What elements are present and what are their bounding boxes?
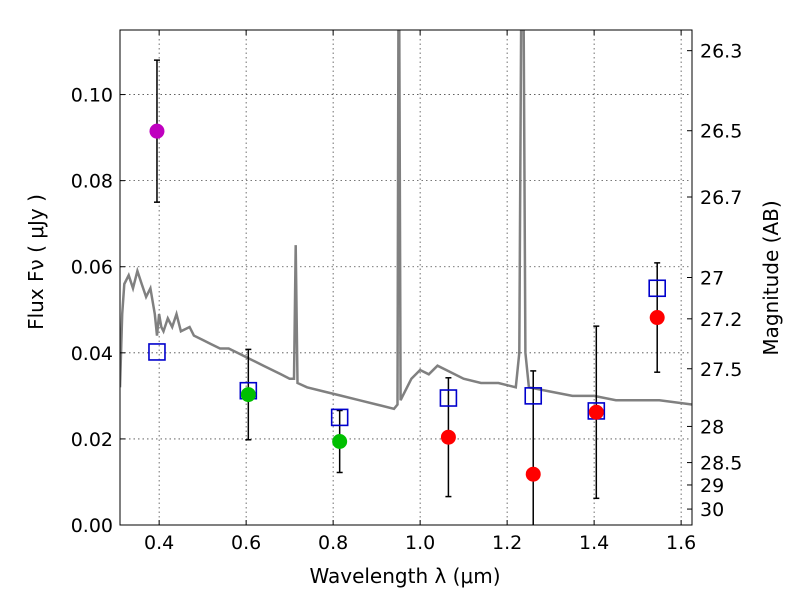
- y-tick-label: 0.06: [71, 257, 113, 279]
- x-tick-label: 1.4: [579, 532, 609, 554]
- y-axis-label: Flux Fν ( μJy ): [24, 194, 48, 330]
- x-tick-label: 1.2: [492, 532, 522, 554]
- plot-frame: [119, 29, 693, 526]
- x-tick-label: 0.8: [318, 532, 348, 554]
- right-tick-label: 27: [700, 268, 724, 290]
- y-tick-label: 0.10: [71, 85, 113, 107]
- x-tick-label: 0.4: [144, 532, 174, 554]
- right-tick-label: 28.5: [700, 453, 742, 475]
- observed-flux-point: [649, 310, 665, 326]
- y-tick-label: 0.08: [71, 171, 113, 193]
- x-axis-label: Wavelength λ (μm): [309, 564, 500, 588]
- model-photometry-square: [330, 408, 349, 427]
- observed-flux-point: [240, 387, 256, 403]
- right-tick-label: 26.3: [700, 41, 742, 63]
- observed-flux-point: [440, 429, 456, 445]
- observed-flux-point: [332, 433, 348, 449]
- y-axis-right-label: Magnitude (AB): [759, 200, 783, 355]
- y-tick-label: 0.02: [71, 429, 113, 451]
- right-tick-label: 26.7: [700, 187, 742, 209]
- grid-layer: [120, 30, 692, 526]
- x-tick-label: 1.0: [405, 532, 435, 554]
- x-tick-label: 0.6: [231, 532, 261, 554]
- model-spectrum-line: [120, 30, 692, 411]
- y-tick-label: 0.04: [71, 343, 113, 365]
- right-tick-label: 27.2: [700, 309, 742, 331]
- spectrum-layer: [120, 30, 692, 411]
- right-tick-label: 27.5: [700, 359, 742, 381]
- ticks-layer: 0.4 0.6 0.8 1.0 1.2 1.4 1.6 0.00 0.02 0.04 0.06 0.0…: [71, 30, 742, 554]
- x-tick-label: 1.6: [666, 532, 696, 554]
- y-tick-label: 0.00: [71, 515, 113, 537]
- observed-flux-point: [588, 404, 604, 420]
- observed-flux-point: [525, 466, 541, 482]
- model-photometry-square: [524, 387, 543, 405]
- right-tick-label: 30: [700, 499, 724, 521]
- model-photometry-square: [648, 279, 667, 298]
- model-photometry-square: [148, 343, 166, 361]
- model-photometry-square: [439, 389, 458, 407]
- points-layer: [148, 59, 667, 525]
- right-tick-label: 26.5: [700, 121, 742, 143]
- observed-flux-point: [149, 123, 165, 139]
- right-tick-label: 28: [700, 416, 724, 438]
- right-tick-label: 29: [700, 475, 724, 497]
